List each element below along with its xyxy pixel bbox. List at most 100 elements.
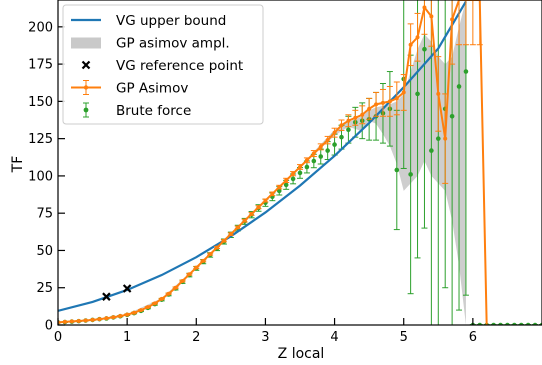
brute-force-point bbox=[304, 164, 310, 170]
gp-asimov-point bbox=[221, 238, 226, 243]
gp-asimov-point bbox=[450, 17, 455, 22]
gp-asimov-point bbox=[270, 191, 275, 196]
brute-force-point bbox=[290, 176, 296, 182]
gp-asimov-point bbox=[318, 144, 323, 149]
gp-asimov-point bbox=[325, 138, 330, 143]
x-tick-label: 2 bbox=[192, 330, 200, 345]
legend-band-swatch bbox=[71, 37, 101, 49]
y-tick-label: 0 bbox=[45, 319, 53, 334]
legend-label: GP Asimov bbox=[116, 81, 188, 97]
gp-asimov-point bbox=[166, 291, 171, 296]
gp-asimov-point bbox=[284, 178, 289, 183]
gp-asimov-point bbox=[291, 171, 296, 176]
gp-asimov-point bbox=[429, 14, 434, 19]
gp-asimov-point bbox=[380, 100, 385, 105]
gp-asimov-point bbox=[97, 317, 102, 322]
brute-force-point bbox=[415, 91, 420, 97]
gp-asimov-point bbox=[436, 91, 441, 96]
gp-asimov-point bbox=[62, 319, 67, 324]
gp-asimov-errorbar bbox=[462, 0, 469, 46]
legend-point bbox=[83, 107, 89, 113]
gp-asimov-point bbox=[353, 115, 358, 120]
gp-asimov-point bbox=[422, 5, 427, 10]
vg-reference-point bbox=[102, 292, 111, 301]
x-tick-label: 6 bbox=[469, 330, 477, 345]
gp-asimov-point bbox=[152, 301, 157, 306]
brute-force-point bbox=[408, 172, 413, 177]
gp-asimov-point bbox=[374, 102, 379, 107]
gp-asimov-point bbox=[138, 308, 143, 313]
gp-asimov-point bbox=[346, 118, 351, 123]
x-marker-stroke bbox=[122, 284, 132, 293]
gp-asimov-point bbox=[83, 318, 88, 323]
y-axis-label: TF bbox=[10, 156, 26, 174]
gp-asimov-point bbox=[408, 42, 413, 47]
x-tick-label: 0 bbox=[54, 330, 62, 345]
gp-asimov-point bbox=[367, 106, 372, 111]
legend-label: VG reference point bbox=[116, 58, 243, 74]
y-tick-label: 100 bbox=[28, 169, 53, 184]
brute-force-point bbox=[276, 188, 282, 194]
brute-force-point bbox=[456, 84, 462, 89]
brute-force-point bbox=[332, 142, 337, 147]
gp-asimov-point bbox=[228, 232, 233, 237]
gp-asimov-errorbar bbox=[456, 0, 463, 46]
legend-x-marker bbox=[81, 60, 91, 70]
gp-asimov-point bbox=[104, 316, 109, 321]
y-tick-label: 150 bbox=[28, 95, 53, 110]
legend-label: Brute force bbox=[116, 103, 191, 119]
legend-item: GP Asimov bbox=[71, 80, 188, 97]
gp-asimov-point bbox=[90, 317, 95, 322]
gp-asimov-point bbox=[249, 211, 254, 216]
brute-force-point bbox=[394, 167, 400, 173]
brute-force-point bbox=[346, 127, 351, 133]
gp-asimov-point bbox=[298, 164, 302, 169]
gp-asimov-point bbox=[132, 310, 137, 315]
y-tick-label: 50 bbox=[36, 244, 53, 259]
brute-force-point bbox=[297, 170, 303, 176]
x-tick-label: 5 bbox=[400, 330, 408, 345]
vg-reference-point bbox=[122, 284, 132, 293]
gp-asimov-point bbox=[304, 158, 309, 163]
brute-force-point bbox=[325, 148, 330, 153]
gp-asimov-point bbox=[332, 130, 337, 135]
gp-asimov-point bbox=[394, 96, 399, 101]
x-tick-label: 3 bbox=[261, 330, 269, 345]
x-tick-label: 4 bbox=[330, 330, 338, 345]
gp-asimov-point bbox=[194, 265, 199, 270]
gp-asimov-point bbox=[215, 245, 220, 250]
legend-label: VG upper bound bbox=[116, 13, 226, 29]
gp-asimov-point bbox=[187, 272, 192, 277]
x-tick-label: 1 bbox=[123, 330, 131, 345]
gp-asimov-point bbox=[360, 112, 365, 117]
brute-force-point bbox=[422, 46, 427, 52]
legend-frame bbox=[62, 4, 264, 125]
brute-force-point bbox=[435, 136, 441, 141]
gp-asimov-point bbox=[111, 315, 116, 320]
brute-force-point bbox=[429, 148, 434, 153]
gp-asimov-point bbox=[201, 258, 206, 263]
vg-reference-points bbox=[102, 284, 132, 301]
gp-asimov-series bbox=[58, 0, 488, 325]
brute-force-point bbox=[449, 113, 455, 119]
legend-item: VG reference point bbox=[81, 58, 243, 74]
gp-asimov-point bbox=[277, 185, 282, 190]
brute-force-point bbox=[318, 154, 324, 159]
gp-asimov-point bbox=[242, 218, 247, 223]
brute-force-point bbox=[339, 134, 344, 140]
gp-asimov-errorbar bbox=[469, 0, 476, 46]
gp-asimov-point bbox=[173, 285, 178, 290]
brute-force-point bbox=[463, 69, 469, 74]
legend-item: GP asimov ampl. bbox=[71, 36, 230, 52]
legend-label: GP asimov ampl. bbox=[116, 36, 230, 52]
legend: VG upper bound GP asimov ampl. VG referenc… bbox=[62, 4, 264, 125]
gp-asimov-point bbox=[311, 151, 316, 156]
gp-asimov-point bbox=[415, 35, 420, 40]
y-tick-label: 175 bbox=[28, 58, 53, 73]
y-tick-label: 200 bbox=[28, 20, 53, 35]
gp-asimov-point bbox=[76, 318, 81, 323]
brute-force-point bbox=[283, 182, 289, 188]
gp-asimov-point bbox=[145, 305, 150, 310]
x-axis-label: Z local bbox=[278, 346, 325, 362]
y-tick-label: 125 bbox=[28, 132, 53, 147]
